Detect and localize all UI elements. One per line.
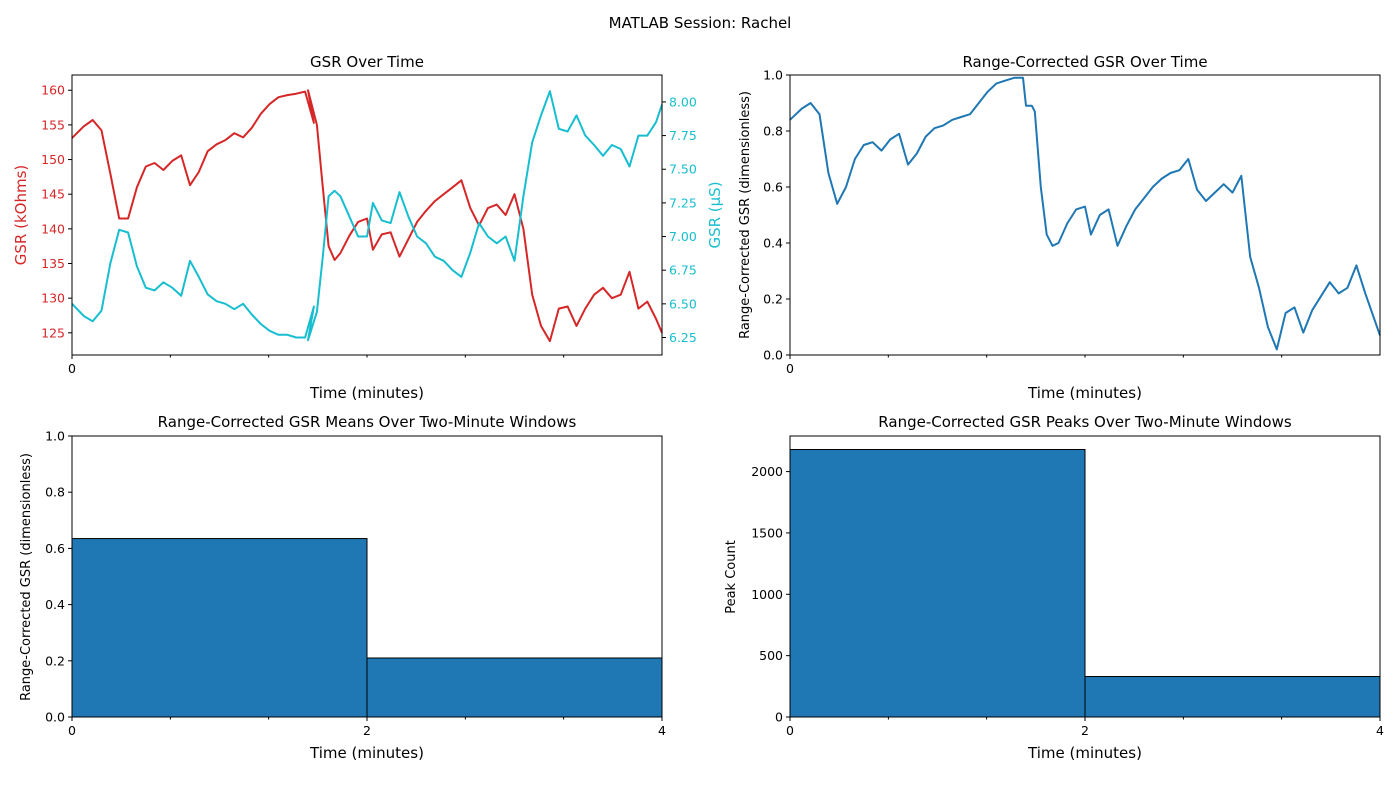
y-left-label: 140 (41, 221, 65, 236)
x-tick-label: 0 (786, 723, 794, 738)
y-label: 0.6 (763, 180, 783, 195)
y-right-label: 6.75 (669, 263, 697, 278)
rc-gsr-series-line (789, 76, 1381, 351)
x-tick-label: 2 (363, 723, 371, 738)
y-label: 0.2 (45, 653, 65, 668)
y-label: 2000 (751, 464, 783, 479)
panel-gsr-x-ticks: 0 (68, 355, 565, 376)
panel-gsr-xlabel: Time (minutes) (309, 384, 424, 402)
panel-peaks-plot-area (789, 448, 1381, 718)
x-tick-label: 4 (1376, 723, 1384, 738)
panel-means-plot-area (71, 538, 663, 718)
panel-gsr-over-time: GSR Over Time 125 130 135 140 145 150 155 160 6… (12, 53, 724, 402)
panel-rc-x-ticks: 0 (786, 355, 1283, 376)
panel-rc-title: Range-Corrected GSR Over Time (962, 53, 1207, 71)
panel-gsr-ylabel-right: GSR (µS) (706, 181, 724, 248)
panel-peaks-x-ticks: 0 2 4 (786, 717, 1384, 738)
panel-rc-ylabel: Range-Corrected GSR (dimensionless) (738, 91, 753, 339)
panel-means-y-ticks: 0.0 0.2 0.4 0.6 0.8 1.0 (45, 429, 72, 725)
panel-rc-gsr-over-time: Range-Corrected GSR Over Time 0.00.20.40… (738, 53, 1381, 402)
panel-means-title: Range-Corrected GSR Means Over Two-Minut… (158, 413, 577, 431)
x-tick-label: 4 (658, 723, 666, 738)
panel-rc-xlabel: Time (minutes) (1027, 384, 1142, 402)
panel-means-ylabel: Range-Corrected GSR (dimensionless) (19, 453, 34, 701)
panel-peaks-bars: Range-Corrected GSR Peaks Over Two-Minut… (724, 413, 1384, 762)
x-tick-label: 0 (68, 723, 76, 738)
panel-gsr-y-ticks-left: 125 130 135 140 145 150 155 160 (41, 83, 72, 340)
y-label: 0 (775, 710, 783, 725)
panel-means-x-ticks: 0 2 4 (68, 717, 666, 738)
y-right-label: 6.25 (669, 330, 697, 345)
panel-gsr-frame (71, 74, 663, 356)
gsr-kohm-series-line (71, 89, 663, 343)
panel-gsr-plot-area (71, 89, 663, 343)
y-label: 500 (759, 648, 783, 663)
y-right-label: 7.00 (669, 229, 697, 244)
figure-suptitle: MATLAB Session: Rachel (609, 14, 792, 32)
x-tick-label: 0 (68, 361, 76, 376)
y-right-label: 8.00 (669, 94, 697, 109)
y-left-label: 130 (41, 291, 65, 306)
panel-gsr-ylabel-left: GSR (kOhms) (12, 165, 30, 265)
panel-means-xlabel: Time (minutes) (309, 744, 424, 762)
panel-peaks-ylabel: Peak Count (724, 540, 739, 614)
panel-peaks-title: Range-Corrected GSR Peaks Over Two-Minut… (878, 413, 1292, 431)
means-bar (71, 538, 368, 718)
panel-rc-y-ticks: 0.0 0.2 0.4 0.6 0.8 1.0 (763, 68, 790, 363)
panel-peaks-y-ticks: 0 500 1000 1500 2000 (751, 464, 790, 725)
y-label: 0.6 (45, 541, 65, 556)
y-right-label: 7.75 (669, 128, 697, 143)
y-left-label: 145 (41, 187, 65, 202)
y-label: 0.8 (763, 124, 783, 139)
y-left-label: 150 (41, 152, 65, 167)
peaks-bar (1084, 676, 1381, 718)
y-right-label: 7.50 (669, 162, 697, 177)
means-bar (366, 657, 663, 718)
y-label: 0.4 (45, 597, 65, 612)
y-label: 1.0 (45, 429, 65, 444)
y-label: 1.0 (763, 68, 783, 83)
panel-rc-frame (789, 74, 1381, 356)
peaks-bar (789, 448, 1086, 718)
y-label: 0.0 (763, 348, 783, 363)
panel-rc-plot-area (789, 76, 1381, 351)
y-label: 0.0 (45, 710, 65, 725)
panel-means-bars: Range-Corrected GSR Means Over Two-Minut… (19, 413, 666, 762)
y-left-label: 125 (41, 325, 65, 340)
panel-peaks-xlabel: Time (minutes) (1027, 744, 1142, 762)
y-left-label: 155 (41, 117, 65, 132)
y-label: 0.2 (763, 292, 783, 307)
y-label: 1500 (751, 525, 783, 540)
y-label: 0.4 (763, 236, 783, 251)
gsr-us-series-line (71, 90, 663, 342)
y-right-label: 6.50 (669, 296, 697, 311)
y-label: 0.8 (45, 485, 65, 500)
panel-gsr-y-ticks-right: 6.25 6.50 6.75 7.00 7.25 7.50 7.75 8.00 (662, 94, 697, 345)
y-left-label: 160 (41, 83, 65, 98)
x-tick-label: 0 (786, 361, 794, 376)
y-right-label: 7.25 (669, 195, 697, 210)
y-label: 1000 (751, 587, 783, 602)
x-tick-label: 2 (1081, 723, 1089, 738)
y-left-label: 135 (41, 256, 65, 271)
panel-gsr-title: GSR Over Time (310, 53, 424, 71)
